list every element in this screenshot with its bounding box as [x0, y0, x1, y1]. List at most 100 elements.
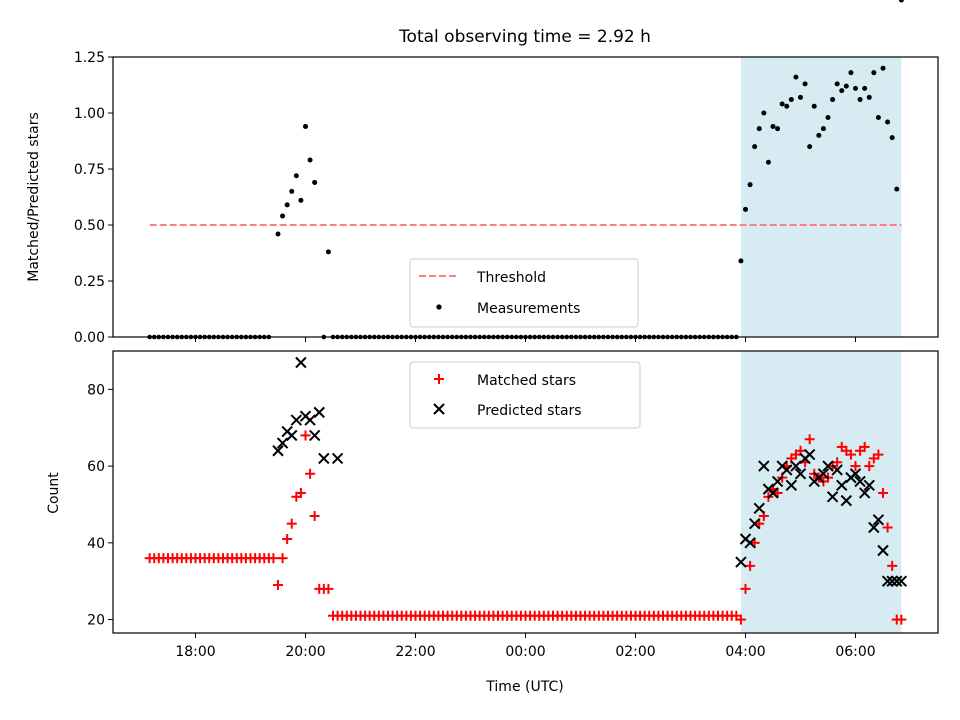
- predicted-star-marker: [895, 575, 908, 587]
- top-legend: Threshold Measurements: [409, 258, 639, 328]
- top-axes-frame: [112, 56, 939, 338]
- measurement-point: [853, 85, 858, 91]
- matched-star-marker: [268, 553, 279, 564]
- observing-window-highlight: [740, 57, 902, 337]
- measurement-point: [834, 81, 840, 87]
- matched-star-marker: [282, 534, 293, 544]
- predicted-star-marker: [826, 491, 839, 503]
- measurement-point: [898, 0, 904, 3]
- y-tick-label: 80: [87, 382, 105, 398]
- predicted-star-marker: [836, 479, 848, 491]
- matched-star-marker: [295, 487, 306, 498]
- predicted-star-marker: [854, 475, 866, 488]
- predicted-star-marker: [308, 429, 321, 442]
- y-tick-label: 0.25: [74, 274, 105, 290]
- predicted-star-marker: [313, 406, 325, 419]
- x-tick-label: 06:00: [835, 644, 875, 660]
- predicted-star-marker: [840, 494, 853, 507]
- y-tick-label: 0.00: [74, 330, 105, 346]
- predicted-star-marker: [868, 521, 880, 534]
- top-y-axis-label: Matched/Predicted stars: [26, 112, 42, 282]
- predicted-star-marker: [276, 437, 289, 449]
- measurement-point: [811, 103, 817, 109]
- measurement-point: [747, 182, 753, 188]
- predicted-star-marker: [872, 514, 885, 526]
- measurement-point: [275, 231, 281, 237]
- y-tick-label: 1.00: [74, 106, 105, 122]
- measurement-point: [738, 258, 744, 264]
- predicted-star-marker: [318, 452, 330, 465]
- measurement-point: [765, 159, 771, 165]
- x-tick-label: 22:00: [395, 644, 435, 660]
- predicted-star-marker: [295, 356, 307, 369]
- measurement-point: [280, 213, 286, 219]
- y-tick-label: 60: [87, 459, 105, 475]
- y-tick-label: 1.25: [74, 50, 105, 66]
- matched-star-marker: [845, 449, 856, 460]
- y-tick-label: 0.75: [74, 162, 105, 178]
- figure-title: Total observing time = 2.92 h: [398, 27, 651, 47]
- measurement-point: [871, 70, 877, 76]
- matched-star-marker: [277, 553, 288, 564]
- y-tick-label: 20: [87, 613, 105, 629]
- measurement-point: [784, 103, 790, 109]
- matched-star-marker: [305, 468, 316, 479]
- top-x-ticks: [195, 337, 856, 342]
- top-y-ticks: 0.00 0.25 0.50 0.75 1.00 1.25: [74, 50, 113, 346]
- matched-star-marker: [735, 614, 746, 625]
- y-tick-label: 40: [87, 536, 105, 552]
- measurement-point: [743, 206, 748, 212]
- matched-star-marker: [300, 430, 311, 441]
- measurement-point: [839, 88, 845, 94]
- bottom-legend-box: [409, 361, 641, 429]
- threshold-legend-label: Threshold: [476, 270, 546, 286]
- predicted-star-marker: [891, 575, 903, 587]
- measurement-point: [807, 144, 813, 150]
- measurement-point: [788, 97, 794, 103]
- matched-star-marker: [740, 583, 751, 594]
- predicted-star-marker: [877, 544, 889, 557]
- matched-star-marker: [864, 461, 875, 472]
- measurement-point: [848, 70, 854, 76]
- predicted-star-marker: [771, 475, 784, 488]
- x-axis-label: Time (UTC): [485, 679, 563, 695]
- predicted-star-marker: [785, 479, 798, 491]
- measurement-point: [875, 114, 881, 120]
- measurement-point: [816, 132, 822, 138]
- predicted-star-marker: [286, 429, 298, 442]
- predicted-star-marker: [748, 517, 761, 530]
- matched-star-marker: [832, 457, 843, 468]
- measurement-point: [857, 97, 863, 103]
- y-tick-label: 0.50: [74, 218, 105, 234]
- measurement-point: [298, 197, 304, 203]
- predicted-star-marker: [331, 452, 344, 465]
- predicted-star-marker: [858, 487, 871, 499]
- predicted-star-marker: [803, 448, 816, 461]
- x-tick-label: 20:00: [285, 644, 325, 660]
- measurement-point: [752, 144, 758, 150]
- x-tick-label: 04:00: [725, 644, 765, 660]
- predicted-star-marker: [735, 556, 747, 568]
- bottom-y-ticks: 20 40 60 80: [87, 382, 113, 629]
- measurement-point: [761, 110, 767, 116]
- predicted-star-marker: [817, 468, 830, 480]
- matched-star-marker: [273, 580, 283, 591]
- measurement-point: [798, 94, 803, 100]
- matched-star-marker: [328, 610, 338, 621]
- measurement-point: [862, 85, 868, 91]
- predicted-star-marker: [753, 502, 765, 515]
- matched-star-marker: [850, 461, 861, 472]
- measurements-legend-swatch: [436, 304, 442, 310]
- matched-star-marker: [882, 522, 893, 533]
- measurement-point: [802, 81, 808, 87]
- bottom-legend: Matched stars Predicted stars: [409, 361, 641, 429]
- top-legend-box: [409, 258, 639, 328]
- measurement-point: [793, 74, 799, 80]
- predicted-star-marker: [794, 468, 807, 480]
- predicted-star-marker: [290, 414, 303, 426]
- predicted-star-marker: [849, 468, 862, 480]
- matched-star-marker: [896, 614, 907, 625]
- predicted-star-marker: [758, 460, 770, 472]
- predicted-star-marker: [767, 487, 779, 499]
- bottom-axes-frame: [112, 350, 939, 634]
